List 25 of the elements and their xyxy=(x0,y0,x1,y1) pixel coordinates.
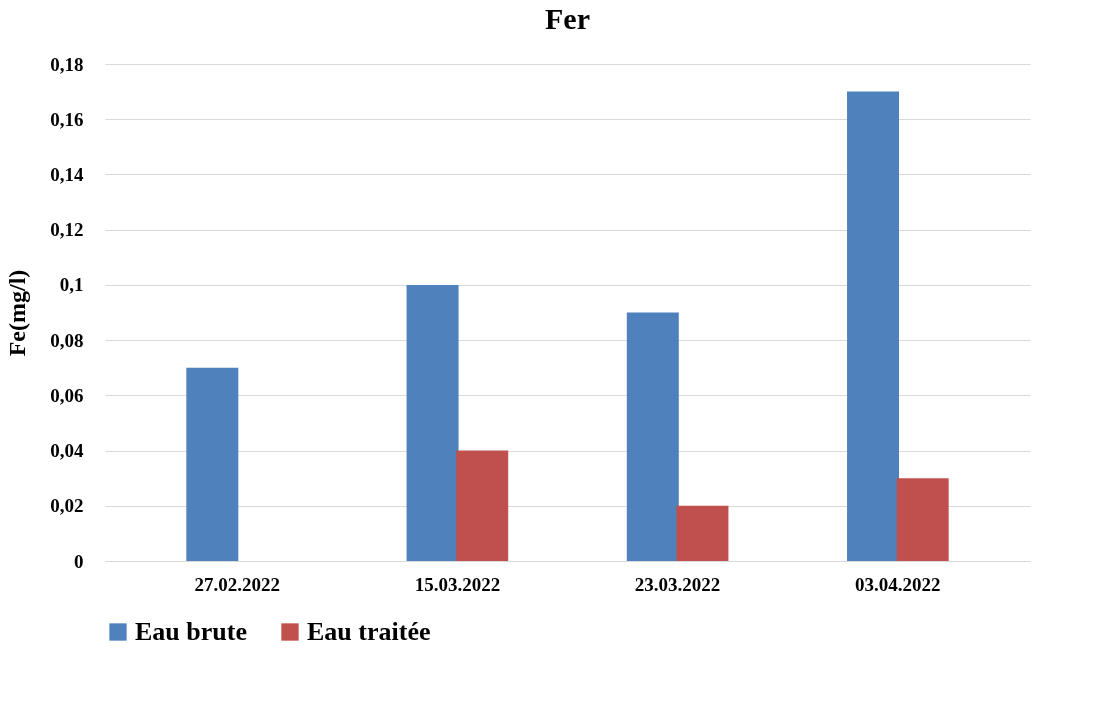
x-tick-label: 15.03.2022 xyxy=(414,573,501,595)
y-tick-label: 0 xyxy=(74,550,84,572)
bar xyxy=(626,312,679,561)
bar xyxy=(456,450,509,561)
y-tick-label: 0,14 xyxy=(50,163,84,185)
y-tick-label: 0,02 xyxy=(50,495,84,517)
bar xyxy=(186,367,239,561)
bar xyxy=(847,91,900,561)
y-tick-label: 0,16 xyxy=(50,108,84,130)
y-tick-label: 0,1 xyxy=(59,274,84,296)
y-axis-title: Fe(mg/l) xyxy=(4,269,31,357)
x-tick-label: 03.04.2022 xyxy=(855,573,941,595)
legend-label: Eau brute xyxy=(135,617,247,646)
legend-label: Eau traitée xyxy=(307,617,431,646)
y-tick-label: 0,08 xyxy=(50,329,84,351)
x-tick-label: 27.02.2022 xyxy=(194,573,280,595)
chart-title: Fer xyxy=(545,2,590,35)
y-tick-label: 0,12 xyxy=(50,219,84,241)
bar xyxy=(676,505,729,561)
bar xyxy=(896,478,949,561)
y-tick-label: 0,06 xyxy=(50,384,84,406)
y-tick-label: 0,04 xyxy=(50,440,84,462)
bar xyxy=(406,284,459,561)
x-tick-label: 23.03.2022 xyxy=(634,573,721,595)
y-tick-label: 0,18 xyxy=(50,53,84,75)
